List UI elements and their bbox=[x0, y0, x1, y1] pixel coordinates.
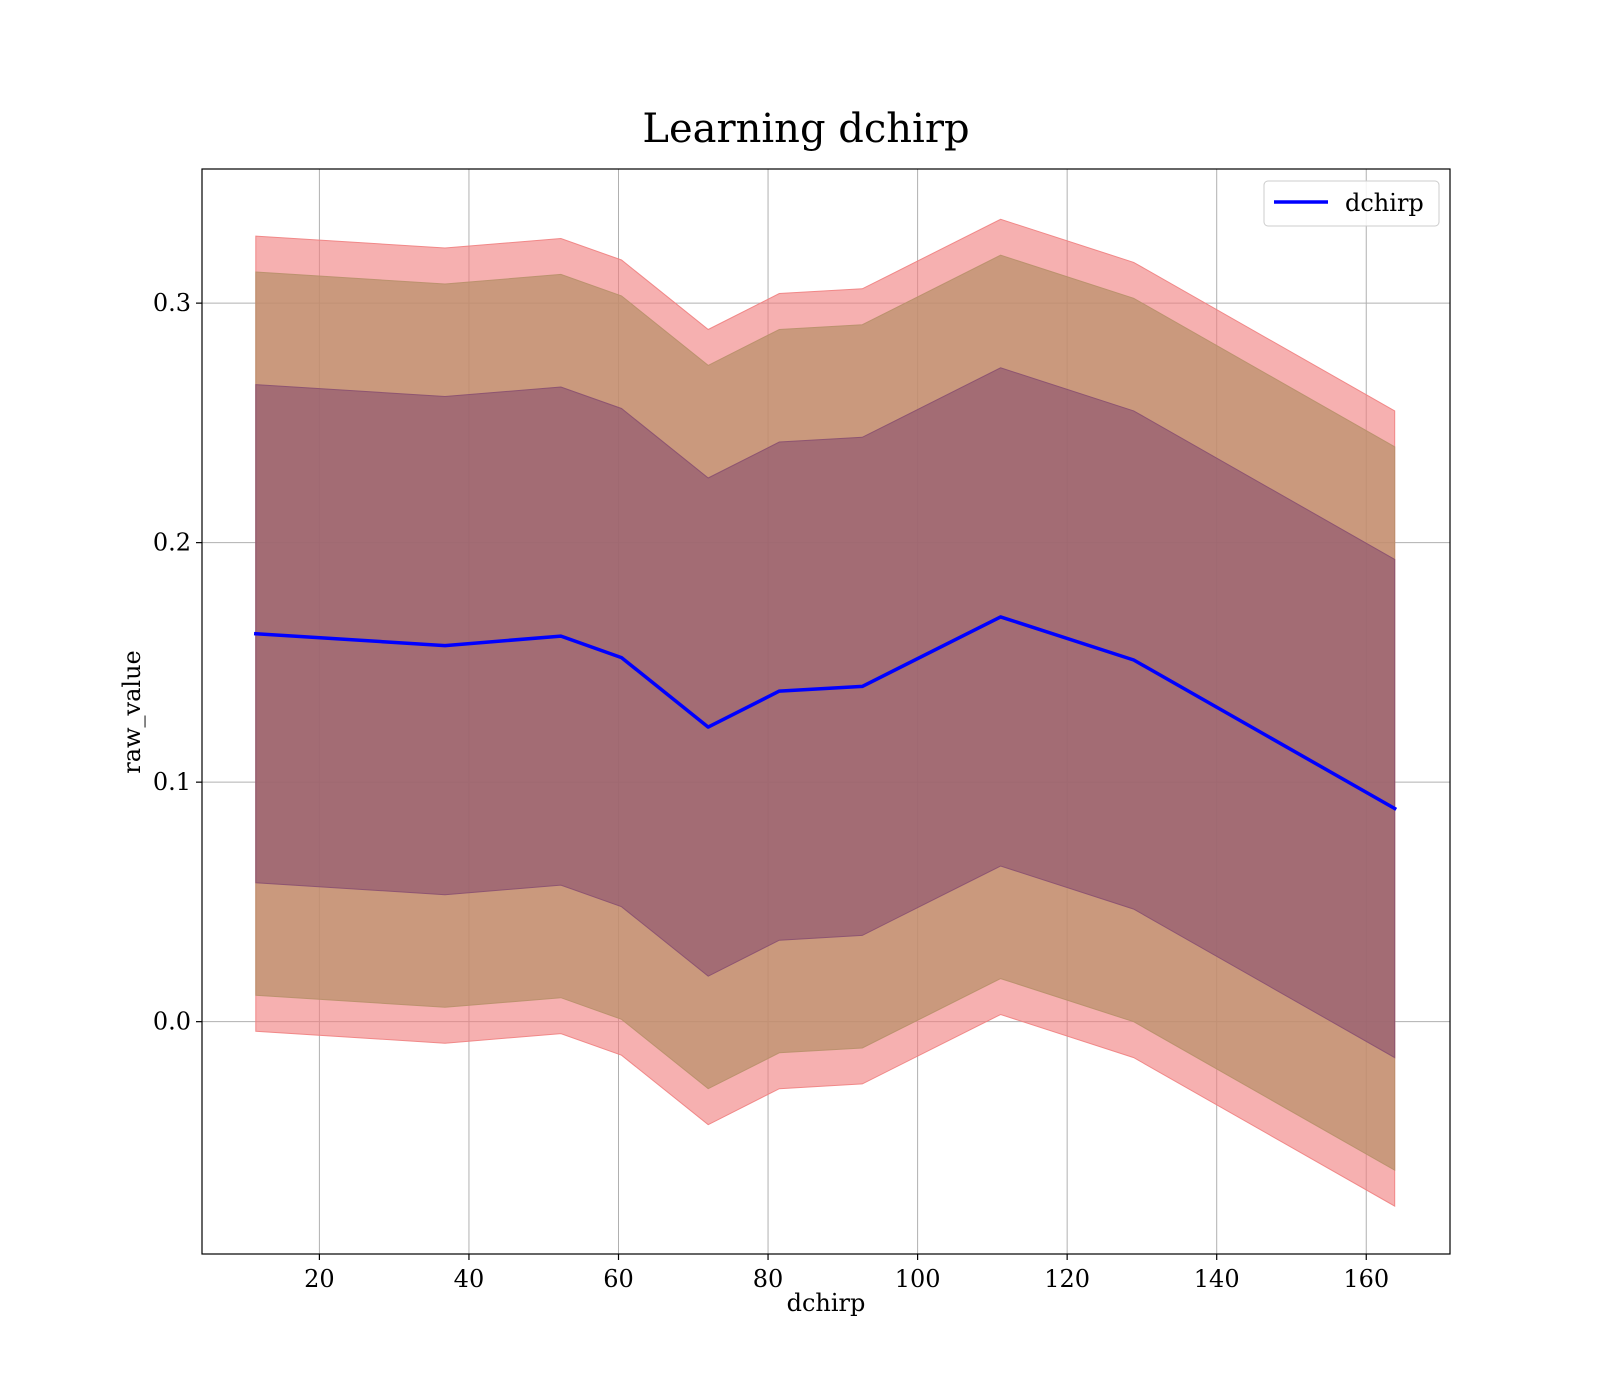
y-tick-label: 0.1 bbox=[153, 768, 191, 796]
x-tick-label: 140 bbox=[1194, 1265, 1240, 1293]
legend-label-dchirp: dchirp bbox=[1345, 189, 1424, 217]
y-tick-label: 0.2 bbox=[153, 529, 191, 557]
x-tick-label: 160 bbox=[1343, 1265, 1389, 1293]
y-axis-label: raw_value bbox=[118, 650, 146, 774]
x-tick-label: 120 bbox=[1044, 1265, 1090, 1293]
plot-frame bbox=[201, 168, 1451, 1255]
confidence-bands bbox=[255, 218, 1396, 1207]
y-axis-ticks: 0.0 0.1 0.2 0.3 bbox=[153, 289, 202, 1036]
x-tick-label: 60 bbox=[603, 1265, 634, 1293]
y-tick-label: 0.0 bbox=[153, 1008, 191, 1036]
x-axis-ticks: 20 40 60 80 100 120 140 160 bbox=[304, 1254, 1389, 1293]
legend-box bbox=[1263, 180, 1440, 227]
x-tick-label: 80 bbox=[753, 1265, 784, 1293]
x-axis-label: dchirp bbox=[787, 1289, 866, 1317]
x-tick-label: 20 bbox=[304, 1265, 335, 1293]
x-tick-label: 40 bbox=[454, 1265, 485, 1293]
band-2 bbox=[255, 367, 1396, 1059]
series-lines bbox=[253, 615, 1398, 811]
series-line-dchirp bbox=[253, 615, 1398, 811]
y-tick-label: 0.3 bbox=[153, 289, 191, 317]
legend: dchirp bbox=[1263, 180, 1440, 227]
chart-title: Learning dchirp bbox=[642, 106, 969, 152]
x-tick-label: 100 bbox=[895, 1265, 941, 1293]
